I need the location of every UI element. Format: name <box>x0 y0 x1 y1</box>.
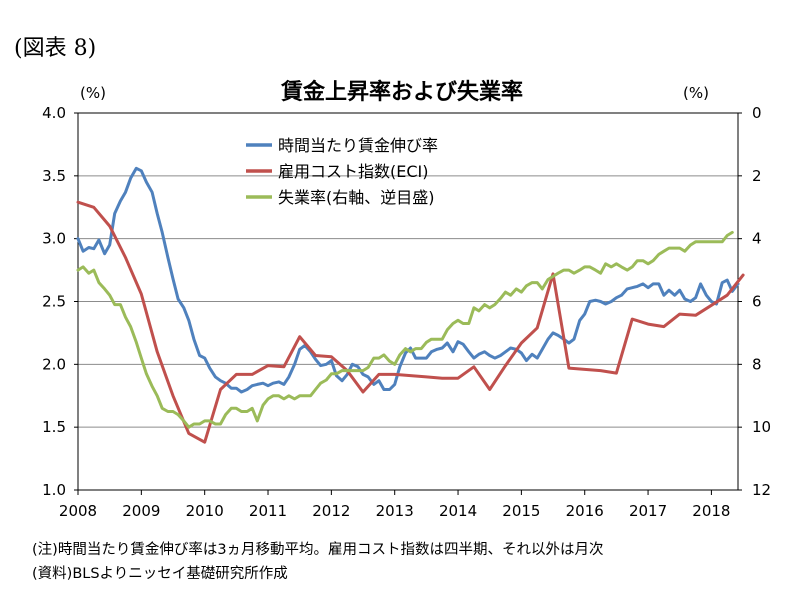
right-axis-unit: (%) <box>683 84 709 102</box>
source-line: (資料)BLSよりニッセイ基礎研究所作成 <box>32 566 288 582</box>
y-left-tick-label: 3.5 <box>42 167 66 185</box>
y-right-tick-label: 6 <box>752 293 762 311</box>
y-right-tick-label: 4 <box>752 230 762 248</box>
x-tick-label: 2015 <box>502 502 540 520</box>
x-tick-label: 2011 <box>249 502 287 520</box>
y-left-tick-label: 4.0 <box>42 104 66 122</box>
x-tick-label: 2016 <box>566 502 604 520</box>
y-left-tick-label: 2.0 <box>42 355 66 373</box>
y-left-tick-label: 1.0 <box>42 481 66 499</box>
x-tick-label: 2018 <box>692 502 730 520</box>
x-tick-label: 2012 <box>312 502 350 520</box>
x-tick-label: 2013 <box>376 502 414 520</box>
y-left-tick-label: 2.5 <box>42 293 66 311</box>
y-left-tick-label: 3.0 <box>42 230 66 248</box>
x-tick-label: 2010 <box>186 502 224 520</box>
gridlines <box>78 175 738 428</box>
x-tick-label: 2008 <box>59 502 97 520</box>
legend-label-3: 失業率(右軸、逆目盛) <box>278 188 435 207</box>
y-right-tick-label: 12 <box>752 481 771 499</box>
figure-label: (図表 8) <box>14 36 97 61</box>
notes: (注)時間当たり賃金伸び率は3ヵ月移動平均。雇用コスト指数は四半期、それ以外は月… <box>32 538 604 586</box>
x-tick-label: 2014 <box>439 502 477 520</box>
y-right-tick-label: 8 <box>752 355 762 373</box>
y-right-tick-label: 10 <box>752 418 771 436</box>
series-lines <box>76 166 745 444</box>
y-left-tick-label: 1.5 <box>42 418 66 436</box>
legend-label-2: 雇用コスト指数(ECI) <box>278 162 429 181</box>
axes: 1.0 1.5 2.0 2.5 3.0 3.5 4.0 0 2 4 6 8 10 12 2008 2009 20… <box>42 104 771 520</box>
chart-title: 賃金上昇率および失業率 <box>280 80 523 105</box>
x-tick-label: 2017 <box>629 502 667 520</box>
x-tick-label: 2009 <box>122 502 160 520</box>
series-line-3 <box>76 230 734 429</box>
y-right-tick-label: 2 <box>752 167 762 185</box>
series-line-2 <box>76 200 745 444</box>
left-axis-unit: (%) <box>80 84 106 102</box>
note-line: (注)時間当たり賃金伸び率は3ヵ月移動平均。雇用コスト指数は四半期、それ以外は月… <box>32 542 604 558</box>
legend-label-1: 時間当たり賃金伸び率 <box>278 136 438 155</box>
y-right-tick-label: 0 <box>752 104 762 122</box>
